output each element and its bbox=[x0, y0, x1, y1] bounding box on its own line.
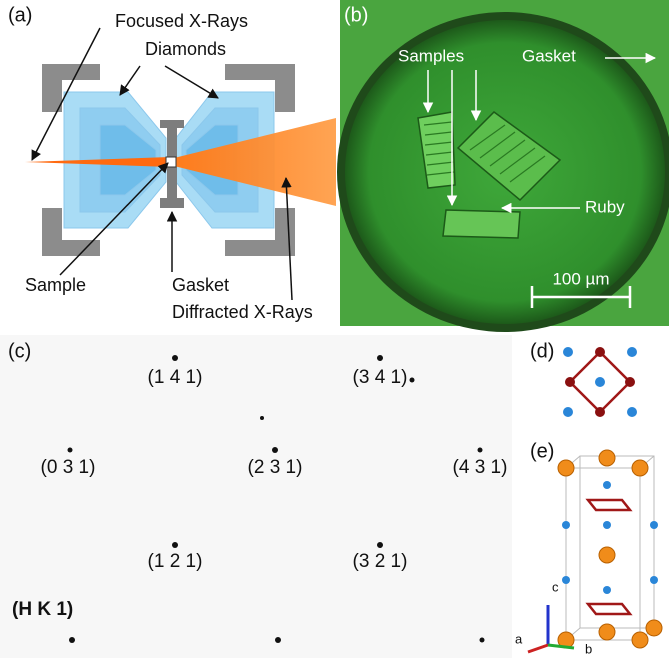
atom bbox=[603, 481, 611, 489]
annotation: Diffracted X-Rays bbox=[172, 302, 313, 322]
bragg-spot bbox=[172, 542, 178, 548]
bragg-spot bbox=[260, 416, 264, 420]
atom bbox=[603, 521, 611, 529]
x-ray-beam bbox=[166, 157, 176, 167]
sample-crystal bbox=[443, 210, 520, 238]
atom bbox=[562, 576, 570, 584]
plane-label: (H K 1) bbox=[12, 599, 73, 620]
bragg-spot bbox=[272, 447, 278, 453]
bragg-spot bbox=[275, 637, 281, 643]
atom bbox=[558, 460, 574, 476]
unit-cell bbox=[580, 456, 654, 628]
atom bbox=[646, 620, 662, 636]
atom bbox=[565, 377, 575, 387]
atom bbox=[632, 632, 648, 648]
atom bbox=[603, 586, 611, 594]
reflection-label: (1 4 1) bbox=[148, 367, 203, 388]
axis-label: b bbox=[585, 641, 592, 656]
bond bbox=[588, 500, 630, 510]
panel-b: (b) Samples Gasket Ruby 100 µm bbox=[337, 0, 669, 332]
axis-label: a bbox=[515, 631, 523, 646]
bragg-spot bbox=[480, 638, 485, 643]
axis-arrow bbox=[528, 645, 548, 652]
bragg-spot bbox=[377, 542, 383, 548]
bragg-spot bbox=[377, 355, 383, 361]
atom bbox=[562, 481, 658, 594]
bragg-spot bbox=[478, 448, 483, 453]
bragg-spot bbox=[68, 448, 73, 453]
panel-label: (b) bbox=[344, 4, 368, 26]
atom bbox=[595, 377, 605, 387]
bragg-spot bbox=[172, 355, 178, 361]
reflection-label: (1 2 1) bbox=[148, 551, 203, 572]
detector-image bbox=[0, 335, 512, 658]
annotation: Sample bbox=[25, 275, 86, 295]
reflection-label: (3 4 1) bbox=[353, 367, 408, 388]
atom bbox=[632, 460, 648, 476]
atom bbox=[627, 347, 637, 357]
annotation: Diamonds bbox=[145, 39, 226, 59]
atom bbox=[650, 521, 658, 529]
reflection-label: (4 3 1) bbox=[453, 457, 508, 478]
arrow bbox=[120, 66, 140, 95]
atom bbox=[595, 407, 605, 417]
annotation: Samples bbox=[398, 46, 464, 65]
bragg-spot bbox=[69, 637, 75, 643]
atom bbox=[595, 347, 605, 357]
atom bbox=[627, 407, 637, 417]
reflection-label: (0 3 1) bbox=[41, 457, 96, 478]
panel-a: (a) Focused X-Rays Diamonds Sample Gaske… bbox=[8, 4, 336, 321]
reflection-label: (3 2 1) bbox=[353, 551, 408, 572]
annotation: Gasket bbox=[522, 46, 576, 65]
panel-c: (c) (1 4 1) (3 4 1) (0 3 1) (2 3 1) (4 3… bbox=[0, 335, 512, 658]
annotation: Ruby bbox=[585, 197, 625, 216]
atom bbox=[650, 576, 658, 584]
annotation: Focused X-Rays bbox=[115, 11, 248, 31]
axis-label: c bbox=[552, 579, 559, 594]
panel-e: (e) c a b bbox=[515, 440, 662, 656]
panel-label: (e) bbox=[530, 440, 554, 462]
atom bbox=[599, 450, 615, 466]
scale-bar-label: 100 µm bbox=[552, 269, 609, 288]
atom bbox=[558, 450, 662, 648]
arrow bbox=[165, 66, 218, 98]
atom bbox=[563, 407, 573, 417]
bragg-spot bbox=[410, 378, 415, 383]
reflection-label: (2 3 1) bbox=[248, 457, 303, 478]
annotation: Gasket bbox=[172, 275, 229, 295]
atom bbox=[625, 377, 635, 387]
panel-d: (d) bbox=[530, 340, 637, 417]
figure: (a) Focused X-Rays Diamonds Sample Gaske… bbox=[0, 0, 669, 658]
bond bbox=[588, 604, 630, 614]
panel-label: (c) bbox=[8, 340, 31, 362]
panel-label: (d) bbox=[530, 340, 554, 362]
panel-label: (a) bbox=[8, 4, 32, 26]
atom bbox=[599, 547, 615, 563]
atom bbox=[562, 521, 570, 529]
atom bbox=[599, 624, 615, 640]
atom bbox=[563, 347, 573, 357]
